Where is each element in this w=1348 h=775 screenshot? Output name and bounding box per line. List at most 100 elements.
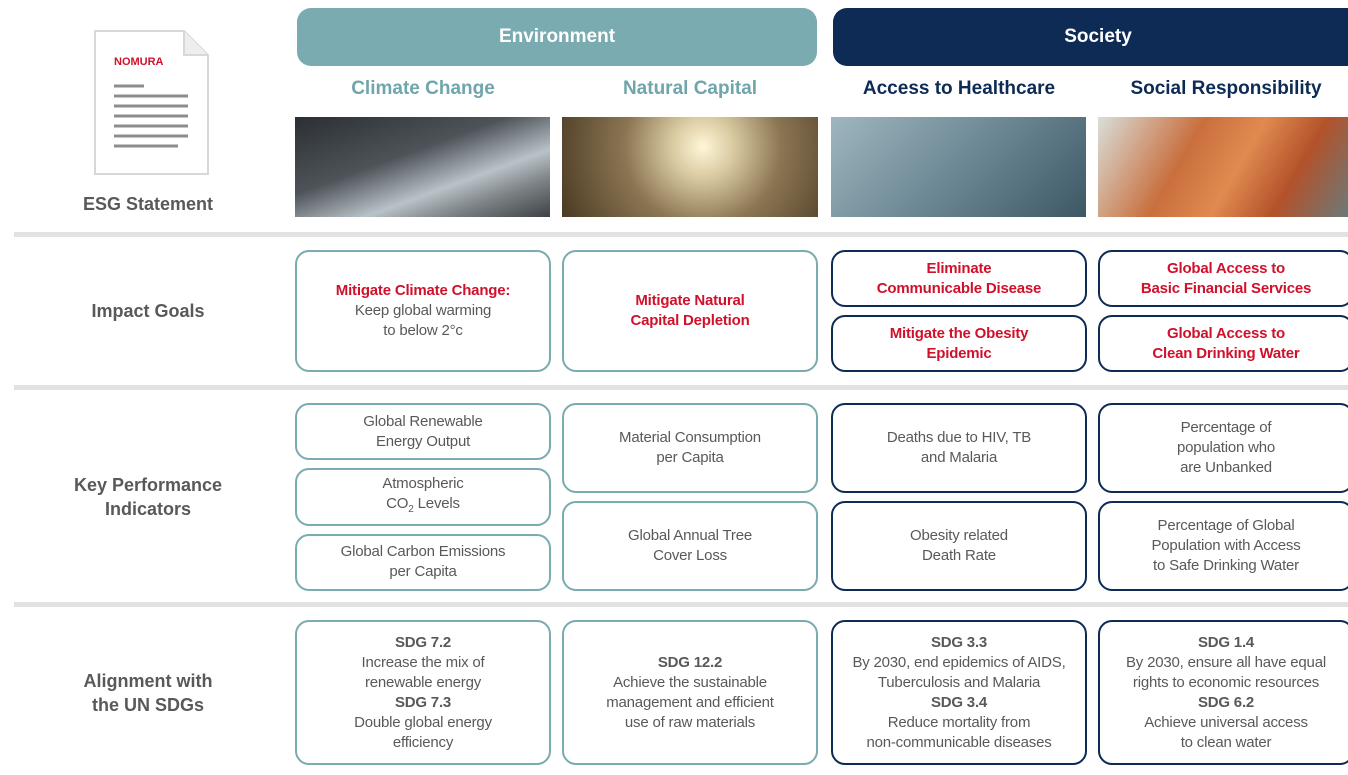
kpi-text-part: CO (386, 494, 409, 512)
impact-goal-text: Keep global warming (354, 302, 492, 319)
impact-goal-headline: Capital Depletion (630, 312, 750, 329)
sdg-text: non-communicable diseases (866, 733, 1052, 751)
kpi-subscript: 2 (408, 503, 414, 515)
kpi-text: Death Rate (922, 547, 996, 564)
theme-title: Access to Healthcare (862, 78, 1056, 99)
kpi-text: Global Carbon Emissions (340, 543, 506, 561)
photo-storm (295, 117, 550, 217)
impact-goal-headline: Communicable Disease (876, 279, 1042, 297)
impact-goal-box: Mitigate Climate Change: Keep global warm… (295, 250, 551, 372)
kpi-text: Energy Output (375, 432, 471, 450)
impact-goal-box: Mitigate Natural Capital Depletion (562, 250, 818, 372)
sdg-text: efficiency (392, 733, 454, 751)
kpi-text: Global Annual Tree (628, 527, 752, 544)
kpi-box: Global Carbon Emissions per Capita (295, 533, 551, 591)
kpi-box: Percentage of Global Population with Acce… (1098, 501, 1348, 591)
sdg-text: Increase the mix of (361, 653, 485, 671)
impact-goal-box: Global Access to Basic Financial Services (1098, 250, 1348, 307)
row-label: Impact Goals (40, 250, 256, 372)
kpi-text-part: Levels (417, 494, 460, 512)
kpi-text: Material Consumption (619, 429, 761, 446)
row-label-line: Alignment with (83, 670, 213, 691)
sdg-code: SDG 1.4 (1197, 633, 1255, 651)
theme-title: Social Responsibility (1130, 78, 1322, 99)
kpi-box: Deaths due to HIV, TB and Malaria (831, 403, 1087, 493)
sdg-text: Achieve the sustainable (613, 673, 767, 691)
sdg-text: to clean water (1180, 733, 1272, 751)
separator (14, 232, 1348, 237)
sdg-text: rights to economic resources (1132, 673, 1320, 691)
photo-wheat (562, 117, 818, 217)
sdg-box: SDG 7.2 Increase the mix of renewable ener… (295, 620, 551, 765)
document-icon (94, 30, 209, 175)
kpi-text: Cover Loss (653, 547, 727, 564)
theme-title: Natural Capital (622, 78, 758, 99)
kpi-text: Atmospheric (382, 474, 464, 492)
pillar-header: Environment (297, 8, 817, 66)
row-label: Alignment with the UN SDGs (40, 620, 256, 765)
kpi-box: Atmospheric CO2 Levels (295, 468, 551, 526)
separator (14, 385, 1348, 390)
kpi-box: Global Annual Tree Cover Loss (562, 501, 818, 591)
sdg-box: SDG 12.2 Achieve the sustainable managemen… (562, 620, 818, 765)
impact-goal-headline: Global Access to (1167, 324, 1285, 342)
kpi-text: Obesity related (910, 527, 1008, 544)
kpi-text: CO2 Levels (386, 494, 460, 520)
impact-goal-headline: Global Access to (1167, 259, 1285, 277)
sdg-text: management and efficient (606, 693, 774, 711)
sdg-text: Tuberculosis and Malaria (877, 673, 1041, 691)
separator (14, 602, 1348, 607)
impact-goal-headline: Mitigate Climate Change: (335, 282, 511, 299)
sdg-code: SDG 6.2 (1197, 693, 1255, 711)
sdg-text: Reduce mortality from (887, 713, 1031, 731)
sdg-text: Double global energy (354, 713, 492, 731)
kpi-text: per Capita (656, 449, 724, 466)
kpi-text: and Malaria (920, 449, 998, 466)
row-label-line: Key Performance (73, 475, 223, 495)
impact-goal-headline: Epidemic (926, 344, 992, 362)
sdg-code: SDG 3.4 (930, 693, 988, 711)
photo-stethoscope (831, 117, 1086, 217)
impact-goal-headline: Mitigate the Obesity (889, 324, 1029, 342)
sdg-text: By 2030, ensure all have equal (1126, 653, 1326, 671)
kpi-text: are Unbanked (1180, 459, 1272, 476)
sdg-text: By 2030, end epidemics of AIDS, (852, 653, 1066, 671)
row-label-line: Impact Goals (91, 301, 205, 321)
sdg-text: Achieve universal access (1144, 713, 1308, 731)
impact-goal-headline: Basic Financial Services (1140, 279, 1312, 297)
esg-statement-label: ESG Statement (82, 194, 214, 214)
impact-goal-headline: Mitigate Natural (635, 292, 745, 309)
row-label-line: Indicators (104, 499, 192, 519)
sdg-code: SDG 12.2 (657, 653, 723, 671)
impact-goal-box: Mitigate the Obesity Epidemic (831, 315, 1087, 372)
kpi-box: Global Renewable Energy Output (295, 403, 551, 461)
impact-goal-headline: Eliminate (926, 259, 992, 277)
kpi-text: Population with Access (1151, 537, 1301, 554)
kpi-text: Global Renewable (363, 412, 483, 430)
sdg-box: SDG 3.3 By 2030, end epidemics of AIDS, Tu… (831, 620, 1087, 765)
kpi-text: Percentage of (1180, 419, 1272, 436)
sdg-code: SDG 3.3 (930, 633, 988, 651)
kpi-box: Obesity related Death Rate (831, 501, 1087, 591)
row-label-line: the UN SDGs (91, 694, 205, 715)
pillar-header: Society (833, 8, 1348, 66)
impact-goal-box: Eliminate Communicable Disease (831, 250, 1087, 307)
sdg-text: renewable energy (364, 673, 482, 691)
impact-goal-text: to below 2°c (383, 322, 463, 339)
kpi-text: to Safe Drinking Water (1153, 557, 1299, 574)
kpi-box: Percentage of population who are Unbanked (1098, 403, 1348, 493)
logo: NOMURA (114, 56, 164, 68)
theme-title: Climate Change (351, 78, 495, 99)
kpi-text: population who (1176, 439, 1276, 456)
sdg-code: SDG 7.2 (394, 633, 452, 651)
row-label: Key Performance Indicators (40, 403, 256, 591)
impact-goal-headline: Clean Drinking Water (1152, 344, 1300, 362)
sdg-code: SDG 7.3 (394, 693, 452, 711)
kpi-text: per Capita (389, 563, 457, 581)
kpi-box: Material Consumption per Capita (562, 403, 818, 493)
sdg-text: use of raw materials (624, 713, 756, 731)
impact-goal-box: Global Access to Clean Drinking Water (1098, 315, 1348, 372)
kpi-text: Percentage of Global (1157, 517, 1295, 534)
kpi-text: Deaths due to HIV, TB (886, 429, 1032, 446)
